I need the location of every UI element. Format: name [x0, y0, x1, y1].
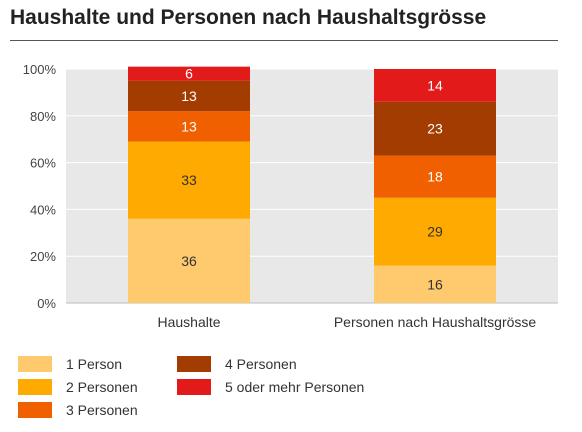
legend-swatch	[177, 356, 211, 372]
legend-swatch	[18, 356, 52, 372]
legend-item: 2 Personen	[18, 377, 138, 397]
legend-label: 3 Personen	[66, 402, 138, 418]
title-divider	[10, 40, 558, 41]
y-tick-label: 100%	[23, 62, 57, 77]
data-label: 14	[427, 77, 443, 93]
bar-segment	[374, 101, 496, 156]
bar-segment	[374, 197, 496, 266]
bar-segment	[374, 265, 496, 303]
stacked-bar-chart: 0% 20% 40% 60% 80% 100% 36 33 13 13 6 Haushalte 16 29…	[23, 62, 558, 330]
data-label: 36	[181, 253, 197, 269]
y-tick-label: 40%	[30, 202, 56, 217]
legend-item: 4 Personen	[177, 354, 297, 374]
legend-item: 1 Person	[18, 354, 122, 374]
x-tick-label: Personen nach Haushaltsgrösse	[334, 314, 537, 330]
bar-segment	[128, 111, 250, 142]
data-label: 18	[427, 169, 443, 185]
y-tick-label: 0%	[37, 296, 56, 311]
legend-item: 3 Personen	[18, 400, 138, 420]
chart-title: Haushalte und Personen nach Haushaltsgrö…	[10, 6, 487, 29]
legend-swatch	[18, 402, 52, 418]
legend-item: 5 oder mehr Personen	[177, 377, 364, 397]
data-label: 29	[427, 224, 443, 240]
bar-segment	[128, 66, 250, 81]
data-label: 23	[427, 121, 443, 137]
x-tick-label: Haushalte	[157, 314, 220, 330]
data-label: 6	[185, 66, 193, 82]
legend-swatch	[177, 379, 211, 395]
legend-label: 2 Personen	[66, 379, 138, 395]
legend-label: 1 Person	[66, 356, 123, 372]
y-tick-label: 80%	[30, 109, 56, 124]
data-label: 16	[427, 276, 443, 292]
y-tick-label: 60%	[30, 156, 56, 171]
data-label: 13	[181, 118, 197, 134]
y-tick-label: 20%	[30, 249, 56, 264]
bar-segment	[128, 80, 250, 112]
bar-segment	[374, 69, 496, 102]
bar-segment	[374, 155, 496, 198]
bar-segment	[128, 218, 250, 303]
legend-swatch	[18, 379, 52, 395]
legend-label: 4 Personen	[225, 356, 297, 372]
data-label: 13	[181, 88, 197, 104]
legend-label: 5 oder mehr Personen	[225, 379, 365, 395]
bar-segment	[128, 141, 250, 219]
data-label: 33	[181, 172, 197, 188]
